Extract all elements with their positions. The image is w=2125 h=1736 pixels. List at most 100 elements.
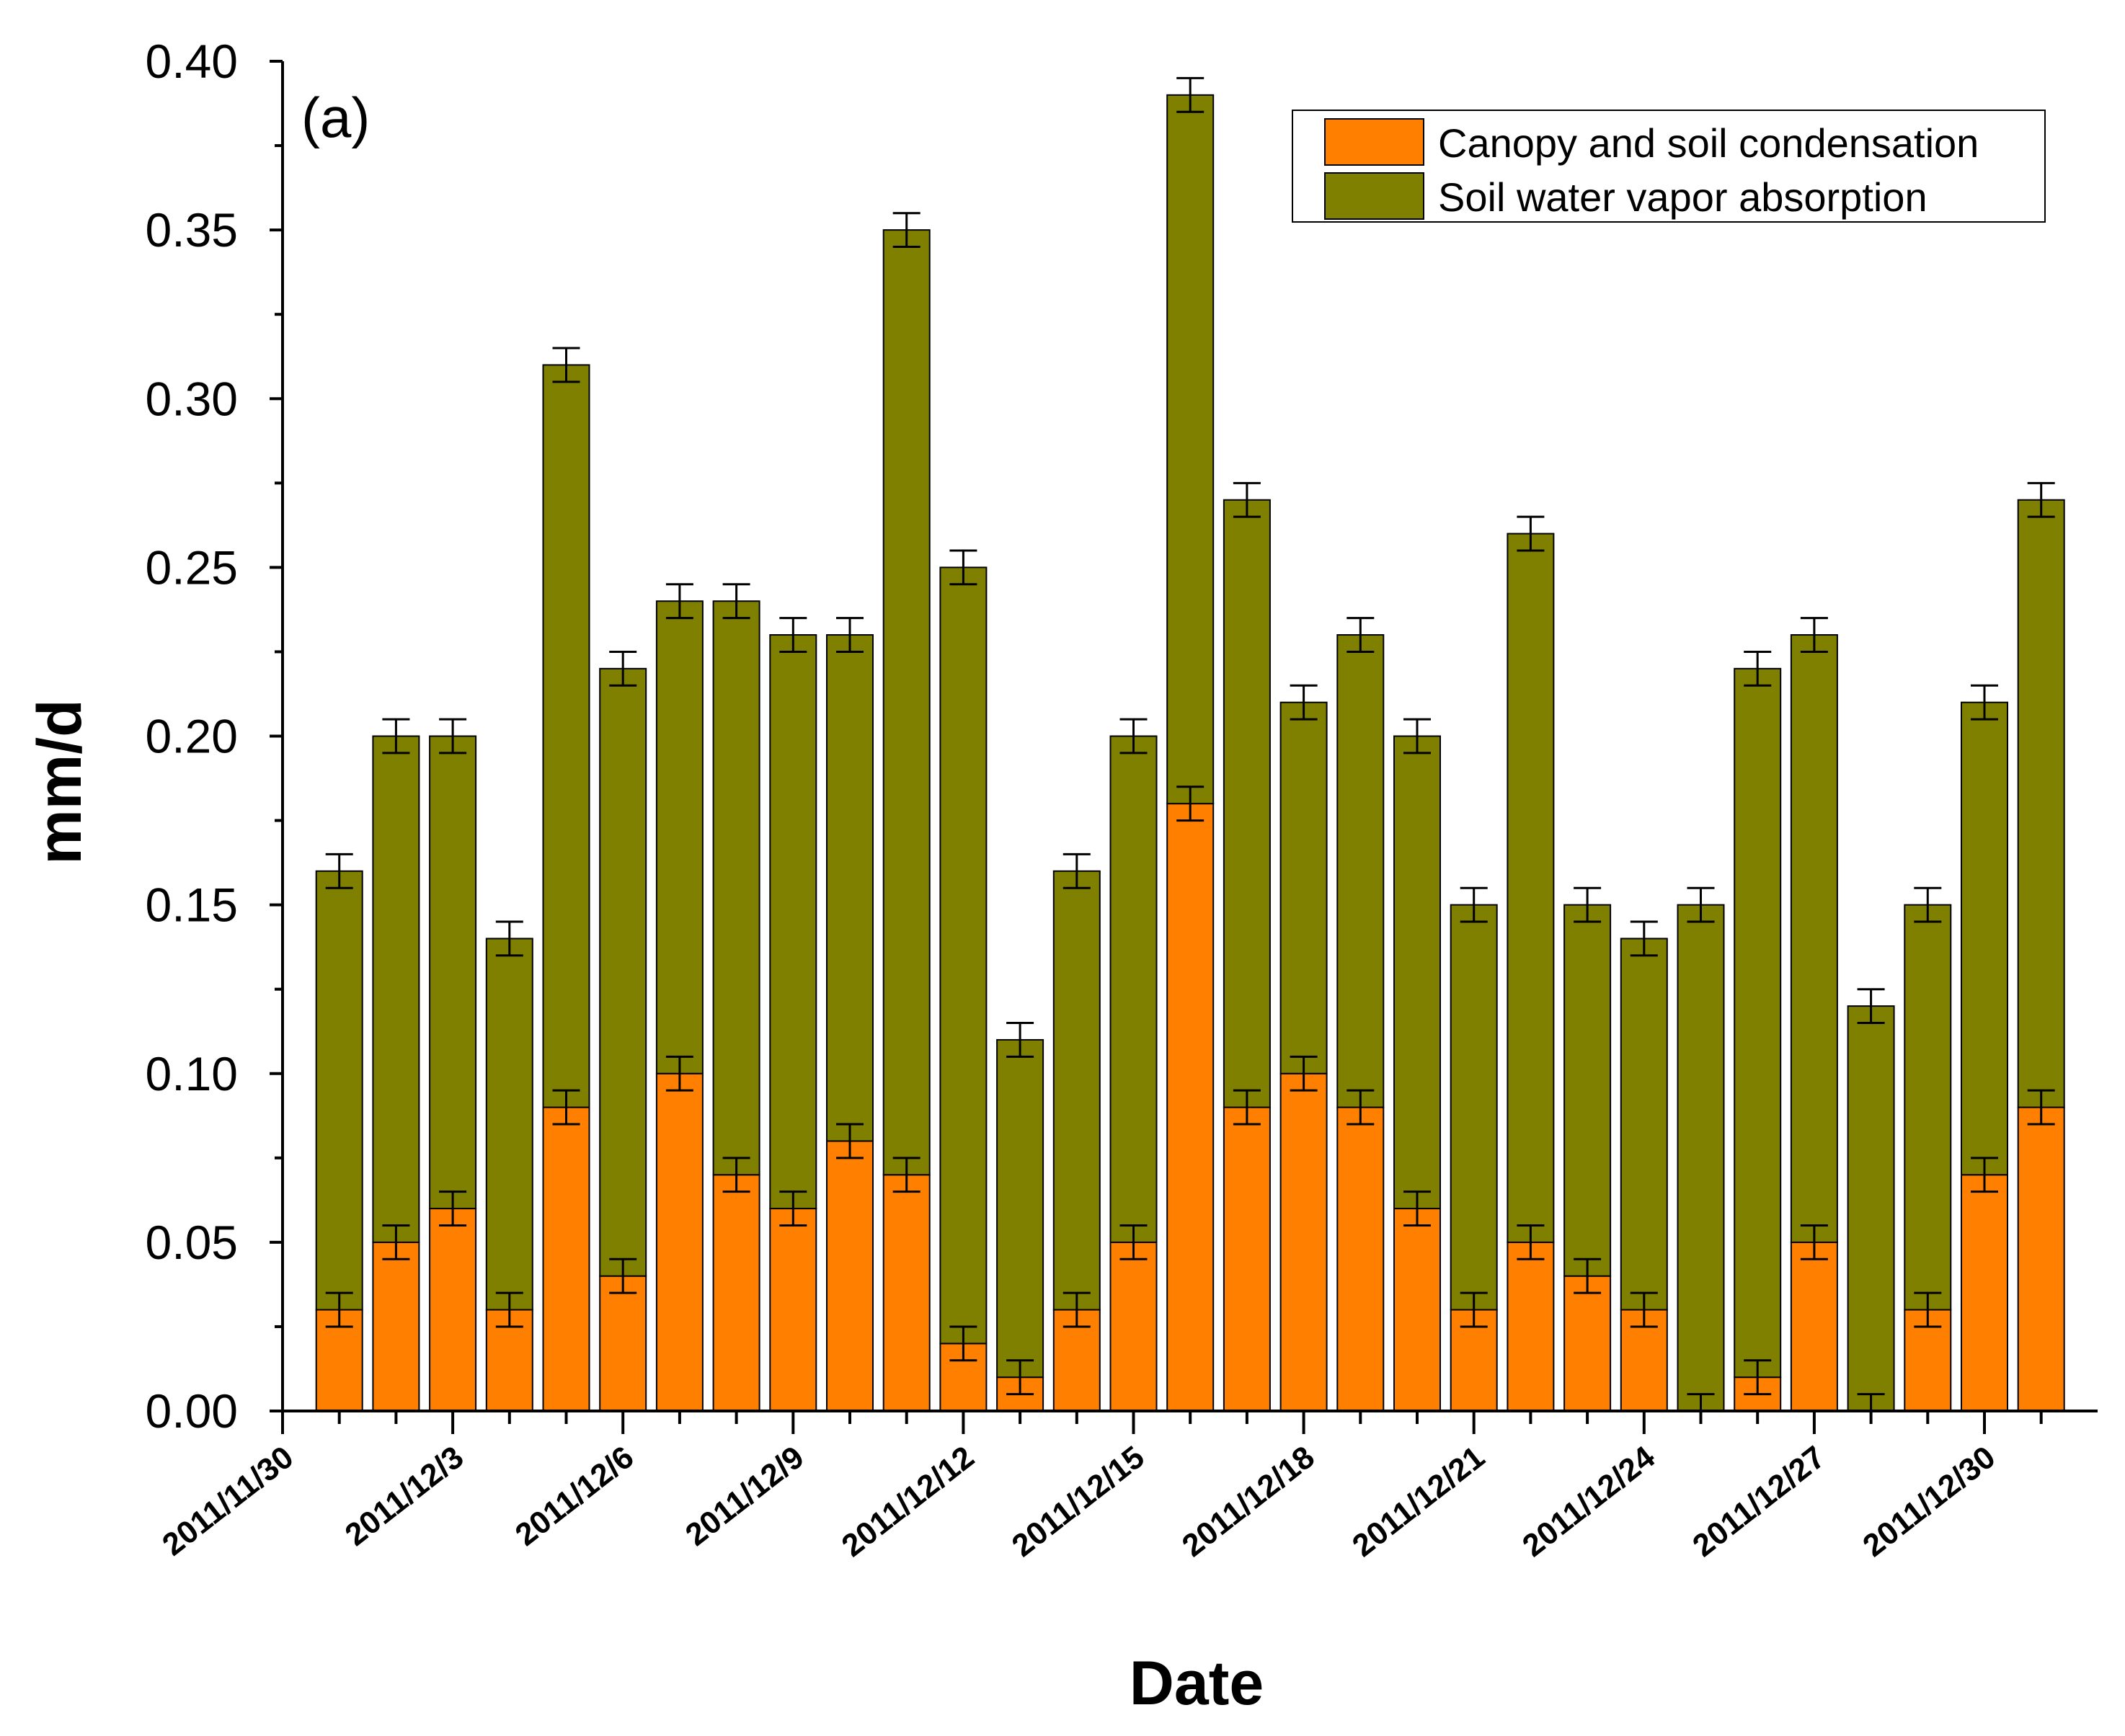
y-tick-label: 0.05: [146, 1216, 238, 1269]
error-bar-condensation-19: [1347, 1089, 1375, 1126]
bar-absorption-17: [1223, 499, 1271, 1108]
bar-condensation-17: [1223, 1106, 1271, 1412]
bar-absorption-2: [372, 735, 420, 1243]
panel-label: (a): [301, 86, 370, 149]
bar-condensation-23: [1563, 1275, 1612, 1412]
bar-absorption-22: [1507, 533, 1555, 1243]
error-bar-total-26: [1744, 650, 1772, 687]
error-bar-condensation-15: [1119, 1224, 1148, 1260]
bar-condensation-27: [1790, 1241, 1838, 1412]
bar-absorption-3: [429, 735, 477, 1210]
error-bar-total-31: [2027, 481, 2055, 518]
bar-absorption-11: [882, 229, 931, 1176]
y-tick-label: 0.20: [146, 710, 238, 763]
error-bar-condensation-18: [1290, 1055, 1318, 1092]
legend-label-condensation: Canopy and soil condensation: [1438, 120, 1979, 166]
error-bar-total-28: [1857, 988, 1885, 1025]
error-bar-total-6: [609, 650, 637, 687]
error-bar-total-7: [665, 583, 693, 620]
y-tick-label: 0.40: [146, 35, 238, 88]
bar-condensation-31: [2017, 1106, 2065, 1412]
error-bar-condensation-5: [552, 1089, 580, 1126]
error-bar-total-1: [325, 853, 353, 889]
bar-absorption-30: [1961, 701, 2008, 1176]
bars-layer: [315, 94, 2065, 1412]
legend: Canopy and soil condensation Soil water …: [1292, 110, 2046, 223]
bar-condensation-15: [1109, 1241, 1158, 1412]
error-bar-total-21: [1460, 886, 1488, 923]
bar-absorption-14: [1052, 870, 1101, 1311]
bar-absorption-4: [485, 938, 533, 1311]
error-bar-total-2: [382, 718, 410, 755]
bar-absorption-26: [1734, 667, 1782, 1379]
error-bar-total-19: [1347, 617, 1375, 653]
bar-absorption-6: [599, 667, 647, 1277]
error-bar-total-15: [1119, 718, 1148, 755]
error-bar-total-20: [1403, 718, 1431, 755]
x-tick-label: 2011/12/15: [1006, 1439, 1151, 1564]
error-bar-total-12: [949, 549, 977, 586]
error-bar-total-24: [1630, 920, 1658, 957]
bar-condensation-16: [1166, 803, 1215, 1412]
bar-condensation-5: [542, 1106, 590, 1412]
legend-swatch-absorption: [1324, 172, 1424, 220]
error-bar-condensation-30: [1971, 1157, 1998, 1193]
x-tick-label: 2011/12/18: [1176, 1439, 1321, 1564]
error-bar-condensation-26: [1744, 1359, 1772, 1396]
error-bar-total-4: [495, 920, 523, 957]
error-bar-condensation-11: [892, 1157, 920, 1193]
error-bar-total-11: [892, 212, 920, 249]
y-tick-label: 0.10: [146, 1047, 238, 1100]
bar-absorption-16: [1166, 94, 1215, 805]
bar-condensation-6: [599, 1275, 647, 1412]
bar-condensation-10: [826, 1140, 874, 1412]
bar-absorption-24: [1620, 938, 1668, 1311]
x-tick-label: 2011/12/24: [1516, 1439, 1662, 1564]
error-bar-condensation-22: [1517, 1224, 1545, 1260]
x-tick-label: 2011/12/12: [835, 1439, 981, 1564]
bar-absorption-5: [542, 364, 590, 1108]
bar-absorption-13: [996, 1038, 1044, 1379]
bar-absorption-29: [1904, 904, 1952, 1311]
error-bar-condensation-7: [665, 1055, 693, 1092]
error-bar-condensation-4: [495, 1291, 523, 1328]
error-bar-condensation-6: [609, 1258, 637, 1294]
error-bar-condensation-17: [1233, 1089, 1261, 1126]
y-tick-label: 0.35: [146, 203, 238, 257]
bar-absorption-15: [1109, 735, 1158, 1243]
bar-condensation-20: [1393, 1208, 1441, 1412]
error-bar-condensation-13: [1006, 1359, 1034, 1396]
x-tick-label: 2011/11/30: [156, 1439, 300, 1562]
error-bar-condensation-21: [1460, 1291, 1488, 1328]
error-bar-condensation-2: [382, 1224, 410, 1260]
x-tick-label: 2011/12/9: [679, 1439, 811, 1553]
bar-condensation-2: [372, 1241, 420, 1412]
bar-absorption-28: [1847, 1005, 1895, 1412]
bar-absorption-27: [1790, 634, 1838, 1243]
error-bar-total-10: [836, 617, 864, 653]
bar-absorption-9: [769, 634, 817, 1210]
bar-condensation-8: [712, 1174, 760, 1412]
y-ticks: 0.00 0.05 0.10 0.15 0.20 0.25 0.30 0.35 0.40: [146, 35, 283, 1438]
bar-condensation-9: [769, 1208, 817, 1412]
bar-absorption-25: [1677, 904, 1725, 1412]
bar-condensation-11: [882, 1174, 931, 1412]
error-bar-condensation-14: [1062, 1291, 1091, 1328]
x-tick-label: 2011/12/30: [1856, 1439, 2002, 1564]
bar-condensation-30: [1961, 1174, 2008, 1412]
x-axis-title: Date: [1130, 1649, 1264, 1718]
bar-condensation-7: [655, 1072, 704, 1412]
error-bar-total-18: [1290, 684, 1318, 721]
error-bar-condensation-29: [1914, 1291, 1942, 1328]
bar-condensation-3: [429, 1208, 477, 1412]
legend-label-absorption: Soil water vapor absorption: [1438, 174, 1927, 220]
error-bar-condensation-8: [722, 1157, 750, 1193]
x-tick-label: 2011/12/21: [1346, 1439, 1491, 1564]
bar-absorption-31: [2017, 499, 2065, 1108]
error-bar-total-16: [1176, 76, 1205, 113]
y-tick-label: 0.00: [146, 1384, 238, 1438]
y-tick-label: 0.25: [146, 540, 238, 594]
error-bar-total-23: [1574, 886, 1602, 923]
error-bar-total-29: [1914, 886, 1942, 923]
